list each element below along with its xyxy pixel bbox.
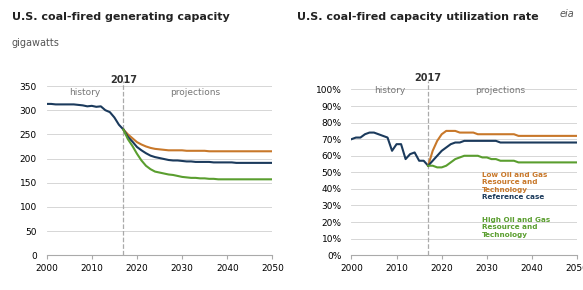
Text: history: history bbox=[374, 86, 405, 95]
Text: Reference case: Reference case bbox=[482, 194, 545, 200]
Text: 2017: 2017 bbox=[415, 73, 442, 83]
Text: eia: eia bbox=[560, 9, 574, 19]
Text: Low Oil and Gas
Resource and
Technology: Low Oil and Gas Resource and Technology bbox=[482, 172, 547, 193]
Text: history: history bbox=[69, 88, 101, 97]
Text: 2017: 2017 bbox=[110, 75, 137, 85]
Text: High Oil and Gas
Resource and
Technology: High Oil and Gas Resource and Technology bbox=[482, 217, 550, 238]
Text: projections: projections bbox=[475, 86, 525, 95]
Text: gigawatts: gigawatts bbox=[12, 38, 59, 48]
Text: U.S. coal-fired generating capacity: U.S. coal-fired generating capacity bbox=[12, 12, 229, 21]
Text: projections: projections bbox=[171, 88, 221, 97]
Text: U.S. coal-fired capacity utilization rate: U.S. coal-fired capacity utilization rat… bbox=[297, 12, 539, 21]
